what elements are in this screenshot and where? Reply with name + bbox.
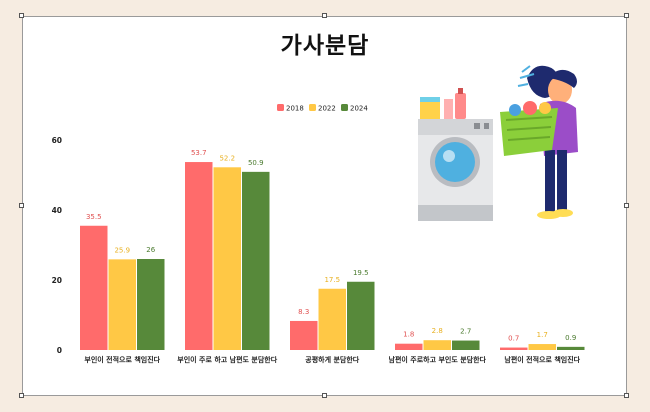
data-label: 26 — [146, 246, 155, 254]
data-label: 35.5 — [86, 213, 102, 221]
resize-handle[interactable] — [624, 203, 629, 208]
data-label: 2.7 — [460, 328, 471, 336]
resize-handle[interactable] — [19, 393, 24, 398]
data-label: 25.9 — [114, 246, 130, 254]
y-tick-label: 20 — [52, 276, 62, 285]
y-tick-label: 0 — [57, 346, 62, 355]
bar-2018 — [500, 347, 528, 350]
x-tick-label: 공평하게 분담한다 — [305, 355, 360, 364]
resize-handle[interactable] — [322, 13, 327, 18]
legend-swatch — [309, 104, 316, 111]
breath-puff-icon — [517, 65, 535, 87]
resize-handle[interactable] — [322, 393, 327, 398]
data-label: 2.8 — [432, 327, 443, 335]
y-tick-label: 60 — [52, 136, 62, 145]
bars: 35.5 25.9 26 53.7 52.2 50.9 8.3 17.5 19.5 1.8 2.8 2… — [80, 149, 585, 350]
resize-handle[interactable] — [19, 203, 24, 208]
data-label: 50.9 — [248, 159, 264, 167]
bar-2018 — [395, 343, 423, 350]
laundry-illustration — [418, 65, 578, 221]
data-label: 53.7 — [191, 149, 207, 157]
data-label: 19.5 — [353, 269, 369, 277]
data-label: 17.5 — [324, 276, 340, 284]
data-label: 1.7 — [537, 331, 548, 339]
bar-2022 — [108, 259, 136, 350]
x-axis: 부인이 전적으로 책임진다 부인이 주로 하고 남편도 분담한다 공평하게 분담한다… — [84, 355, 580, 364]
bar-2024 — [137, 259, 165, 350]
x-tick-label: 부인이 주로 하고 남편도 분담한다 — [177, 355, 277, 364]
legend-label: 2018 — [286, 105, 304, 113]
resize-handle[interactable] — [624, 13, 629, 18]
x-tick-label: 부인이 전적으로 책임진다 — [84, 355, 160, 364]
washing-machine-icon — [418, 119, 493, 221]
legend-swatch — [277, 104, 284, 111]
legend-swatch — [341, 104, 348, 111]
chart-title: 가사분담 — [280, 33, 370, 59]
bar-2024 — [452, 340, 480, 350]
data-label: 0.7 — [508, 335, 519, 343]
legend-label: 2024 — [350, 105, 368, 113]
bar-2024 — [242, 171, 270, 350]
laundry-basket-icon — [500, 101, 558, 156]
resize-handle[interactable] — [19, 13, 24, 18]
legend-label: 2022 — [318, 105, 336, 113]
bar-2022 — [318, 288, 346, 350]
legend: 2018 2022 2024 — [277, 104, 368, 113]
bar-2022 — [213, 167, 241, 350]
data-label: 0.9 — [565, 334, 576, 342]
y-tick-label: 40 — [52, 206, 62, 215]
bar-2022 — [423, 340, 451, 350]
bar-2018 — [290, 320, 318, 350]
bar-2018 — [185, 162, 213, 350]
x-tick-label: 남편이 주로하고 부인도 분담한다 — [389, 355, 487, 364]
resize-handle[interactable] — [624, 393, 629, 398]
bar-2022 — [528, 344, 556, 350]
data-label: 52.2 — [219, 154, 235, 162]
bar-2024 — [557, 346, 585, 350]
y-axis: 0 20 40 60 — [52, 136, 62, 355]
detergent-bottles-icon — [420, 88, 466, 119]
data-label: 8.3 — [298, 308, 309, 316]
data-label: 1.8 — [403, 331, 414, 339]
bar-2018 — [80, 225, 108, 350]
x-tick-label: 남편이 전적으로 책임진다 — [504, 355, 580, 364]
bar-2024 — [347, 281, 375, 350]
